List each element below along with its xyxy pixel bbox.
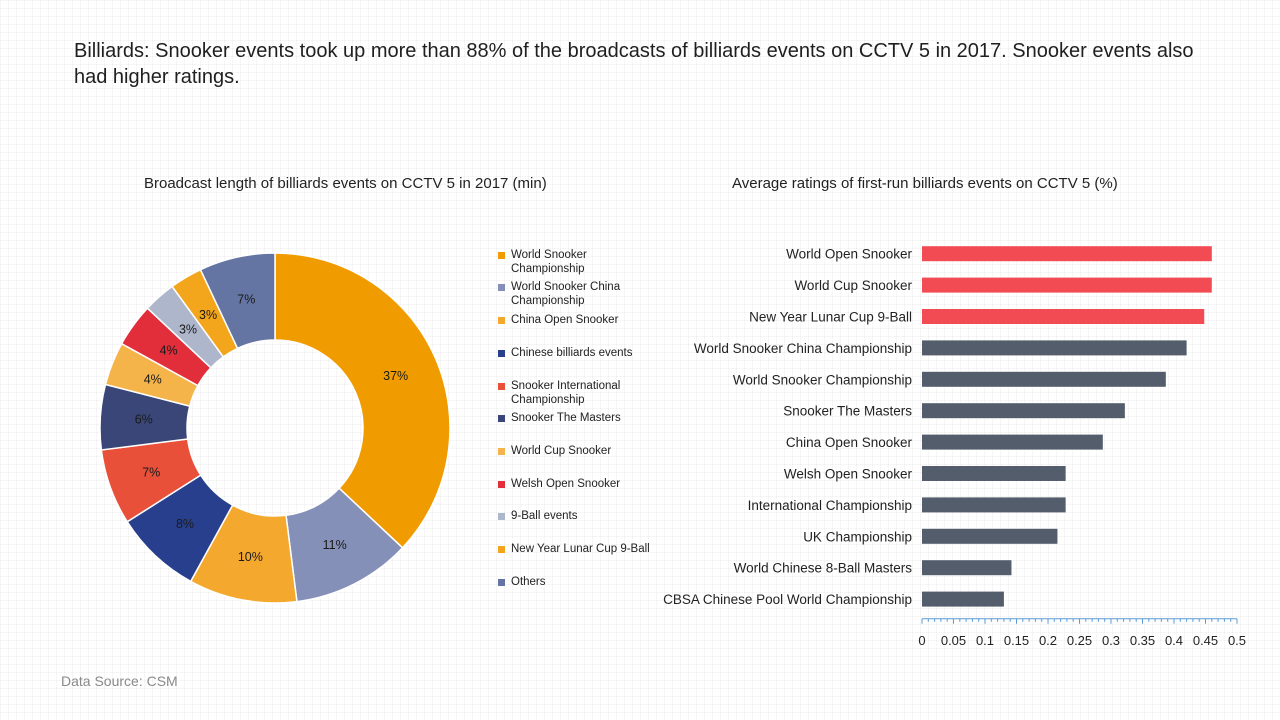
donut-slice-label-8: 3% <box>179 322 197 336</box>
donut-chart: 37%11%10%8%7%6%4%4%3%3%7% <box>99 252 450 604</box>
bar-category-label-7: Welsh Open Snooker <box>784 467 913 482</box>
bar-11 <box>922 591 1004 607</box>
data-source: Data Source: CSM <box>61 673 178 689</box>
donut-slice-label-6: 4% <box>144 373 162 387</box>
bar-4 <box>922 371 1166 387</box>
bar-5 <box>922 403 1125 419</box>
legend-item: Snooker The Masters <box>498 411 651 425</box>
bar-category-label-4: World Snooker Championship <box>733 372 912 387</box>
x-tick-label-1: 0.05 <box>941 633 966 645</box>
donut-slice-10 <box>199 252 276 350</box>
bar-category-label-10: World Chinese 8-Ball Masters <box>734 561 913 576</box>
legend-item: Snooker International Championship <box>498 379 651 407</box>
donut-slice-label-3: 8% <box>176 517 194 531</box>
donut-slice-label-1: 11% <box>323 538 347 552</box>
legend-item: Others <box>498 575 651 589</box>
legend-swatch <box>498 284 505 291</box>
x-tick-label-3: 0.15 <box>1004 633 1029 645</box>
legend-swatch <box>498 415 505 422</box>
donut-slice-label-0: 37% <box>383 369 408 383</box>
donut-slice-label-2: 10% <box>238 550 263 564</box>
bar-category-label-9: UK Championship <box>803 529 912 544</box>
bar-category-label-5: Snooker The Masters <box>783 404 912 419</box>
legend-swatch <box>498 383 505 390</box>
bar-category-label-2: New Year Lunar Cup 9-Ball <box>749 310 912 325</box>
bar-1 <box>922 277 1212 293</box>
legend-label: Welsh Open Snooker <box>511 478 621 490</box>
legend-item: World Cup Snooker <box>498 444 651 458</box>
bar-chart: World Open Snooker World Cup Snooker New Y… <box>663 246 1246 645</box>
donut-slice-label-10: 7% <box>237 293 255 307</box>
legend-swatch <box>498 579 505 586</box>
x-tick-label-2: 0.1 <box>976 633 994 645</box>
donut-chart-title: Broadcast length of billiards events on … <box>144 175 547 192</box>
bar-category-label-3: World Snooker China Championship <box>694 341 912 356</box>
legend-label: Snooker The Masters <box>511 412 621 424</box>
legend-item: World Snooker China Championship <box>498 280 651 308</box>
bar-6 <box>922 434 1103 450</box>
legend-label: 9-Ball events <box>511 510 578 522</box>
legend-swatch <box>498 513 505 520</box>
x-tick-label-8: 0.4 <box>1165 633 1183 645</box>
legend-label: World Snooker China Championship <box>511 281 621 307</box>
donut-slice-0 <box>274 252 450 549</box>
legend-swatch <box>498 350 505 357</box>
legend-swatch <box>498 252 505 259</box>
legend-item: Welsh Open Snooker <box>498 477 651 491</box>
x-tick-label-5: 0.25 <box>1067 633 1092 645</box>
x-tick-label-6: 0.3 <box>1102 633 1120 645</box>
bar-category-label-8: International Championship <box>748 498 912 513</box>
x-tick-label-0: 0 <box>918 633 925 645</box>
legend-swatch <box>498 448 505 455</box>
legend-swatch <box>498 481 505 488</box>
legend-item: 9-Ball events <box>498 509 651 523</box>
legend-item: China Open Snooker <box>498 313 651 327</box>
bar-3 <box>922 340 1187 356</box>
legend-label: World Snooker Championship <box>511 249 587 275</box>
legend-label: New Year Lunar Cup 9-Ball <box>511 543 650 555</box>
legend-label: Chinese billiards events <box>511 347 633 359</box>
legend-item: World Snooker Championship <box>498 248 651 276</box>
bar-category-label-0: World Open Snooker <box>786 247 912 262</box>
bar-10 <box>922 560 1012 576</box>
x-tick-label-7: 0.35 <box>1130 633 1155 645</box>
legend-label: Others <box>511 576 546 588</box>
bar-8 <box>922 497 1066 513</box>
bar-0 <box>922 246 1212 262</box>
legend-swatch <box>498 317 505 324</box>
legend-label: World Cup Snooker <box>511 445 612 457</box>
donut-slice-label-4: 7% <box>142 466 160 480</box>
x-tick-label-9: 0.45 <box>1193 633 1218 645</box>
legend-item: New Year Lunar Cup 9-Ball <box>498 542 651 556</box>
legend-item: Chinese billiards events <box>498 346 651 360</box>
bar-category-label-6: China Open Snooker <box>786 435 913 450</box>
donut-slice-label-5: 6% <box>135 413 153 427</box>
bar-category-label-1: World Cup Snooker <box>794 278 912 293</box>
legend-swatch <box>498 546 505 553</box>
page-headline: Billiards: Snooker events took up more t… <box>74 40 1194 88</box>
bar-2 <box>922 309 1205 324</box>
bar-category-label-11: CBSA Chinese Pool World Championship <box>663 592 912 607</box>
legend-label: China Open Snooker <box>511 314 619 326</box>
bar-chart-title: Average ratings of first-run billiards e… <box>732 175 1118 192</box>
legend-label: Snooker International Championship <box>511 380 621 406</box>
bar-9 <box>922 528 1058 544</box>
x-tick-label-10: 0.5 <box>1228 633 1246 645</box>
x-tick-label-4: 0.2 <box>1039 633 1057 645</box>
bar-7 <box>922 466 1066 481</box>
donut-slice-label-9: 3% <box>199 308 217 322</box>
donut-slice-label-7: 4% <box>160 344 178 358</box>
